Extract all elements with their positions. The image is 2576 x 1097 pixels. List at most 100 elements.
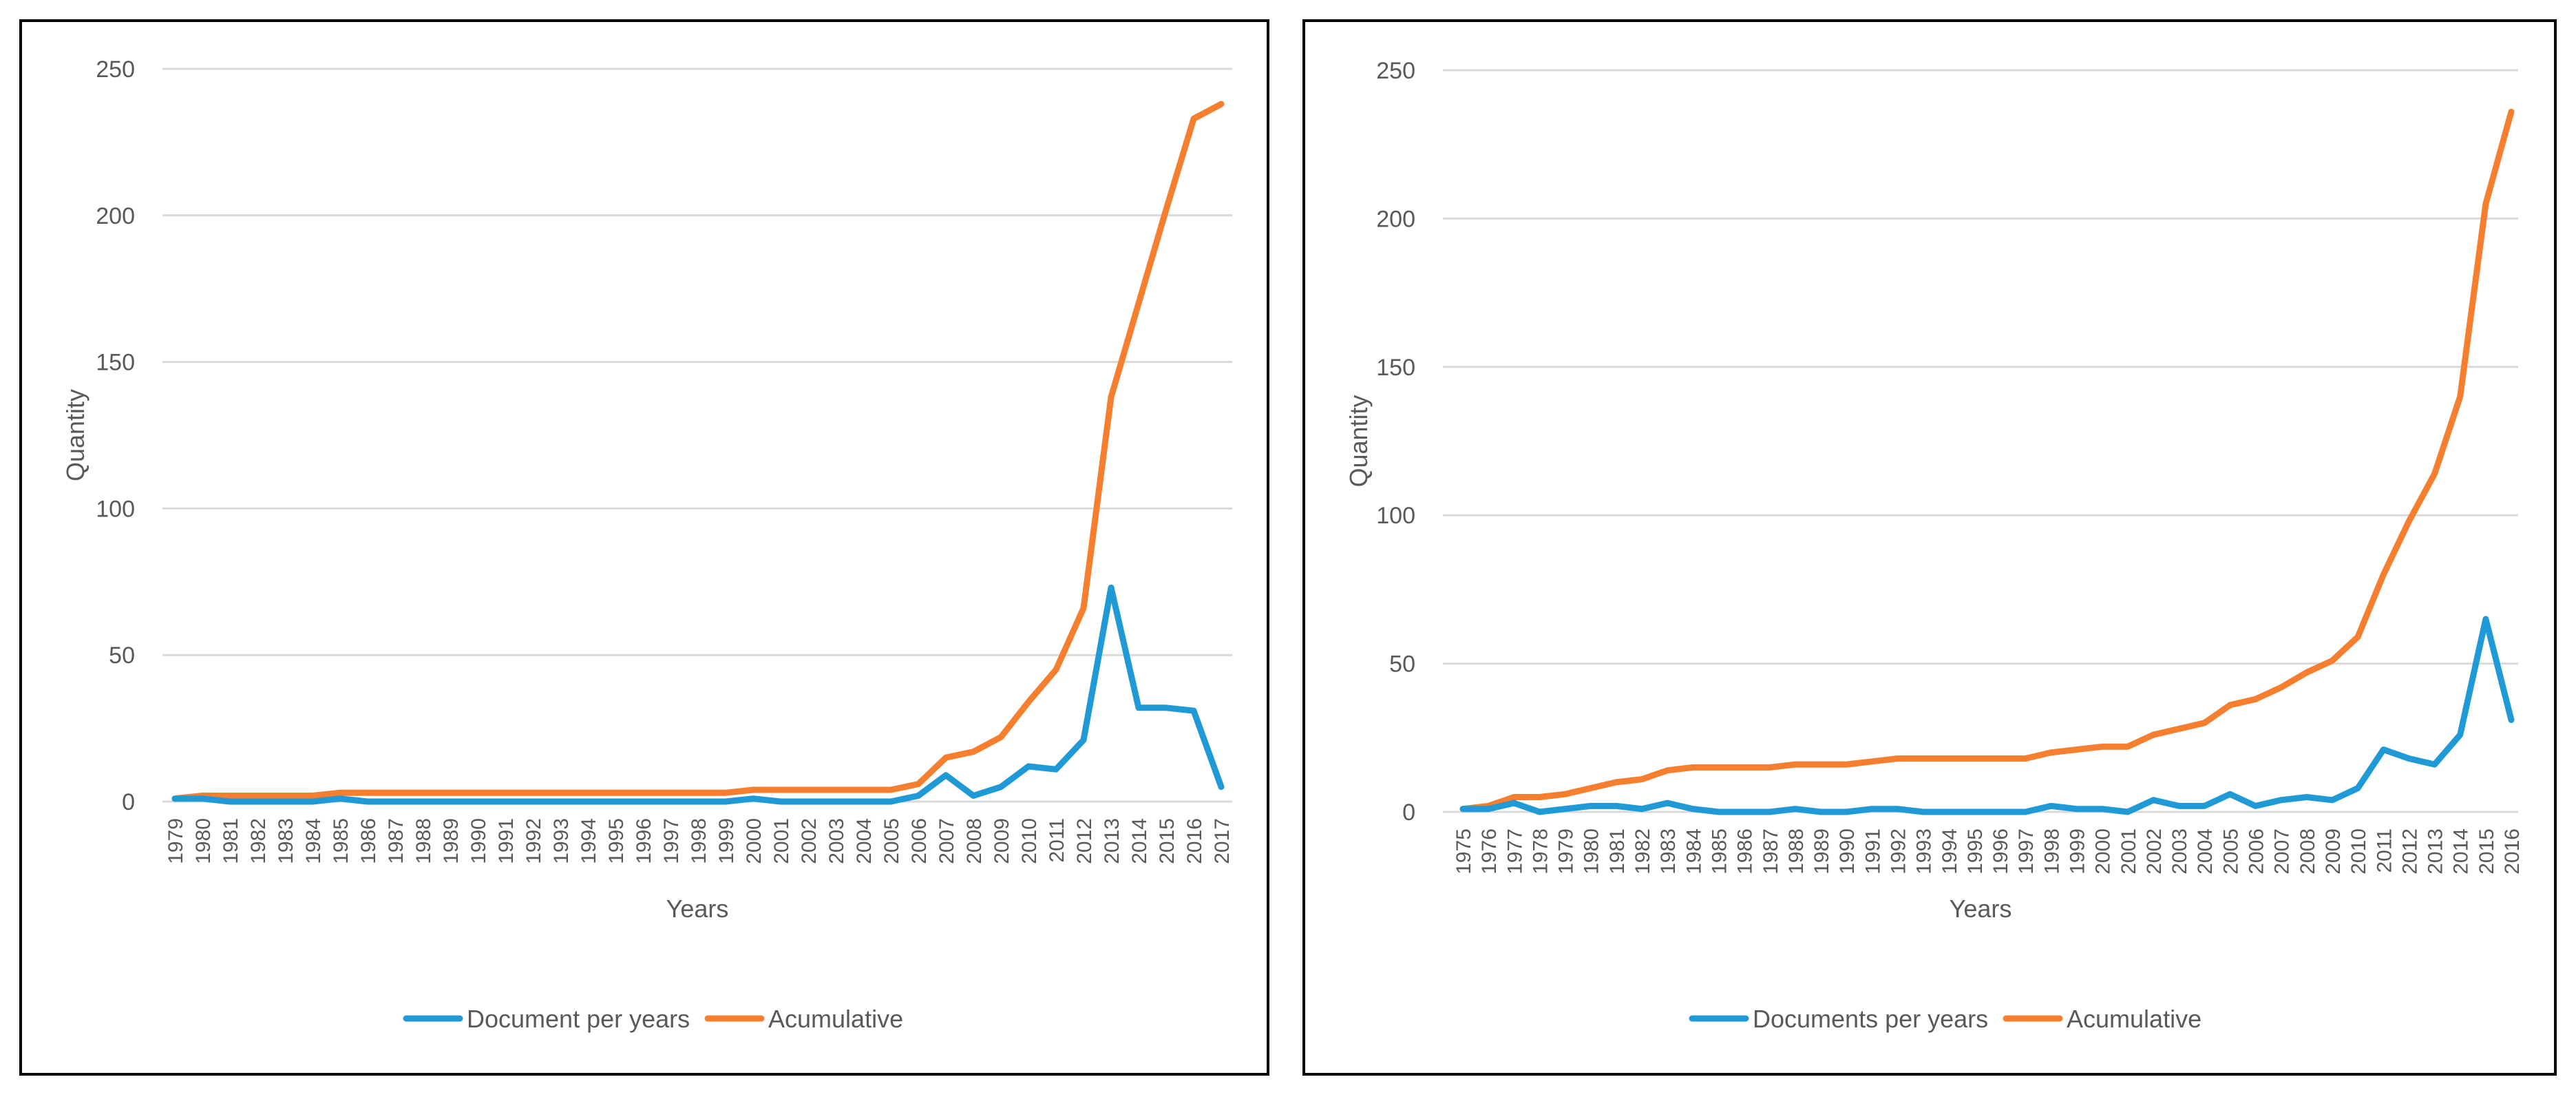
data-point — [1845, 763, 1848, 766]
data-point — [1768, 766, 1771, 769]
series-line-0 — [1459, 616, 2515, 815]
data-point — [1793, 763, 1797, 766]
data-point — [2433, 763, 2436, 766]
x-tick-label: 2006 — [908, 818, 931, 864]
data-point — [1768, 811, 1771, 813]
legend-label: Document per years — [467, 1005, 690, 1033]
data-point — [2049, 751, 2053, 754]
x-tick-label: 2008 — [2297, 828, 2319, 875]
x-tick-label: 2001 — [770, 818, 793, 864]
data-point — [1165, 706, 1168, 709]
data-point — [2254, 804, 2257, 808]
x-tick-label: 1999 — [2067, 828, 2089, 875]
x-tick-label: 1991 — [495, 818, 518, 864]
y-axis-title: Quantity — [61, 389, 89, 481]
y-tick-label: 150 — [96, 350, 135, 376]
data-point — [1640, 777, 1644, 781]
x-tick-label: 2014 — [1128, 818, 1151, 864]
data-point — [421, 800, 424, 803]
data-point — [2510, 110, 2513, 114]
data-point — [1487, 807, 1490, 811]
data-point — [752, 788, 754, 791]
x-tick-label: 1986 — [357, 818, 380, 864]
data-point — [284, 794, 286, 797]
data-point — [2330, 798, 2334, 802]
data-point — [2100, 807, 2104, 811]
data-point — [476, 791, 479, 795]
data-point — [862, 788, 865, 791]
x-tick-label: 1980 — [1581, 828, 1603, 875]
data-point — [2203, 804, 2206, 808]
data-point — [421, 791, 424, 795]
data-point — [1819, 811, 1823, 813]
data-point — [2458, 395, 2462, 398]
x-tick-label: 1981 — [1606, 828, 1629, 875]
x-tick-label: 1993 — [550, 818, 573, 864]
y-axis-title: Quantity — [1344, 395, 1373, 487]
data-point — [1666, 769, 1669, 772]
data-point — [1691, 807, 1695, 811]
data-point — [311, 800, 314, 803]
data-point — [2305, 795, 2308, 799]
x-tick-label: 1988 — [412, 818, 435, 864]
data-point — [917, 794, 920, 797]
data-point — [862, 800, 865, 803]
data-point — [2407, 757, 2411, 760]
data-point — [229, 794, 231, 797]
y-tick-label: 50 — [109, 642, 135, 669]
data-point — [2382, 573, 2385, 576]
data-point — [1998, 811, 2002, 813]
data-point — [2024, 757, 2027, 760]
legend-label: Acumulative — [2067, 1005, 2202, 1033]
data-point — [1742, 811, 1746, 813]
x-tick-label: 1996 — [1989, 828, 2012, 875]
data-point — [587, 791, 589, 795]
data-point — [1947, 757, 1950, 760]
data-point — [339, 791, 341, 795]
data-point — [2228, 793, 2232, 796]
data-point — [807, 788, 810, 791]
data-point — [201, 797, 204, 800]
data-point — [697, 791, 699, 795]
data-point — [779, 800, 782, 803]
series-line-1 — [171, 101, 1225, 802]
data-point — [2458, 733, 2462, 736]
data-point — [2203, 721, 2206, 724]
x-tick-label: 1995 — [1964, 828, 1987, 875]
data-point — [779, 788, 782, 791]
data-point — [669, 791, 672, 795]
x-tick-label: 1994 — [578, 818, 600, 864]
data-point — [1921, 757, 1925, 760]
data-point — [972, 750, 975, 753]
y-tick-label: 200 — [96, 203, 135, 229]
data-point — [1027, 764, 1030, 768]
data-point — [2510, 718, 2513, 722]
data-point — [504, 800, 507, 803]
legend-label: Acumulative — [768, 1005, 903, 1033]
x-tick-label: 2008 — [963, 818, 986, 864]
data-point — [669, 800, 672, 803]
chart-panel-right: 0 50 100 150 200 250 1975 1976 1977 1978 1979 1980 1… — [1302, 19, 2557, 1076]
x-tick-label: 2003 — [825, 818, 848, 864]
data-point — [256, 800, 259, 803]
data-point — [2433, 472, 2436, 475]
data-point — [834, 788, 837, 791]
data-point — [1137, 302, 1140, 305]
data-point — [1192, 117, 1195, 121]
data-point — [752, 797, 754, 800]
data-point — [1717, 811, 1720, 813]
data-point — [394, 800, 397, 803]
y-tick-label: 0 — [122, 789, 135, 815]
data-point — [339, 797, 341, 800]
data-point — [2126, 745, 2129, 749]
data-point — [1137, 706, 1140, 709]
data-point — [531, 791, 534, 795]
data-point — [614, 800, 617, 803]
data-point — [1538, 811, 1541, 813]
data-point — [972, 794, 975, 797]
data-point — [559, 791, 562, 795]
data-point — [2177, 727, 2181, 731]
x-tick-label: 1988 — [1785, 828, 1808, 875]
data-point — [1614, 804, 1618, 808]
data-point — [1055, 768, 1057, 771]
